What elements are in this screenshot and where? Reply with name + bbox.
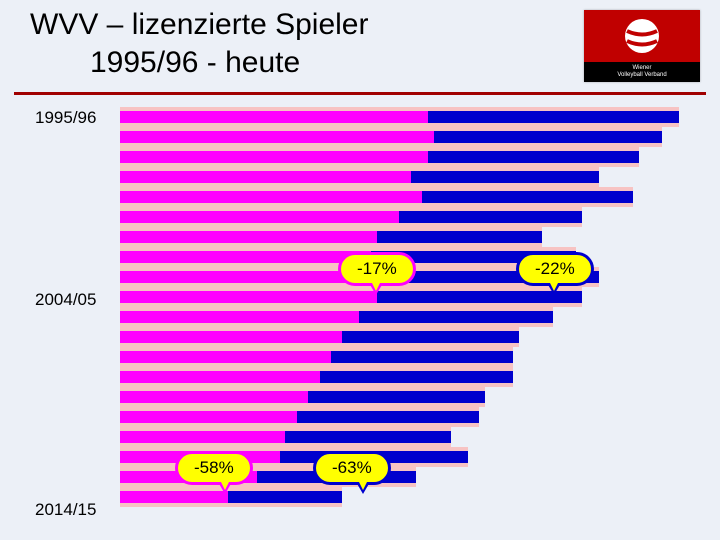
bar-series-1: [120, 111, 428, 123]
bar-series-1: [120, 191, 422, 203]
bar-series-2: [331, 351, 513, 363]
slide: WVV – lizenzierte Spieler 1995/96 - heut…: [0, 0, 720, 540]
bar-series-1: [120, 311, 359, 323]
bar-series-1: [120, 151, 428, 163]
logo-text-line1: Wiener: [632, 65, 651, 72]
callout-tail: [369, 283, 383, 295]
volleyball-icon: [622, 16, 662, 56]
logo-text: Wiener Volleyball Verband: [584, 62, 700, 82]
callout-c4: -63%: [313, 451, 391, 485]
callout-tail: [356, 482, 370, 494]
bar-series-2: [428, 111, 679, 123]
bar-series-2: [308, 391, 485, 403]
bar-series-1: [120, 431, 285, 443]
bar-series-2: [422, 191, 633, 203]
bar-series-2: [359, 311, 553, 323]
bar-series-1: [120, 231, 377, 243]
callout-tail: [547, 283, 561, 295]
callout-c2: -22%: [516, 252, 594, 286]
bar-series-2: [342, 331, 519, 343]
bar-series-2: [428, 151, 639, 163]
callout-text: -17%: [357, 259, 397, 279]
y-axis-label: 2014/15: [35, 500, 96, 520]
callout-c1: -17%: [338, 252, 416, 286]
bar-series-1: [120, 171, 411, 183]
bar-series-1: [120, 251, 371, 263]
bar-series-1: [120, 351, 331, 363]
bar-series-2: [399, 211, 581, 223]
callout-text: -58%: [194, 458, 234, 478]
bar-series-2: [377, 231, 542, 243]
bar-series-1: [120, 491, 228, 503]
bar-series-2: [434, 131, 662, 143]
logo-graphic: [584, 10, 700, 62]
callout-c3: -58%: [175, 451, 253, 485]
bar-series-2: [228, 491, 342, 503]
bar-series-1: [120, 211, 399, 223]
callout-tail: [218, 482, 232, 494]
title-underline: [14, 92, 706, 95]
bar-series-1: [120, 371, 320, 383]
bar-series-2: [297, 411, 479, 423]
callout-text: -22%: [535, 259, 575, 279]
y-axis-label: 2004/05: [35, 290, 96, 310]
bar-series-2: [285, 431, 450, 443]
bar-series-1: [120, 331, 342, 343]
callout-text: -63%: [332, 458, 372, 478]
bar-series-1: [120, 131, 434, 143]
bar-series-2: [320, 371, 514, 383]
bar-series-1: [120, 411, 297, 423]
wvv-logo: Wiener Volleyball Verband: [584, 10, 700, 82]
logo-text-line2: Volleyball Verband: [617, 72, 666, 79]
bar-series-2: [411, 171, 599, 183]
bar-series-1: [120, 291, 377, 303]
bar-series-1: [120, 391, 308, 403]
y-axis-label: 1995/96: [35, 108, 96, 128]
